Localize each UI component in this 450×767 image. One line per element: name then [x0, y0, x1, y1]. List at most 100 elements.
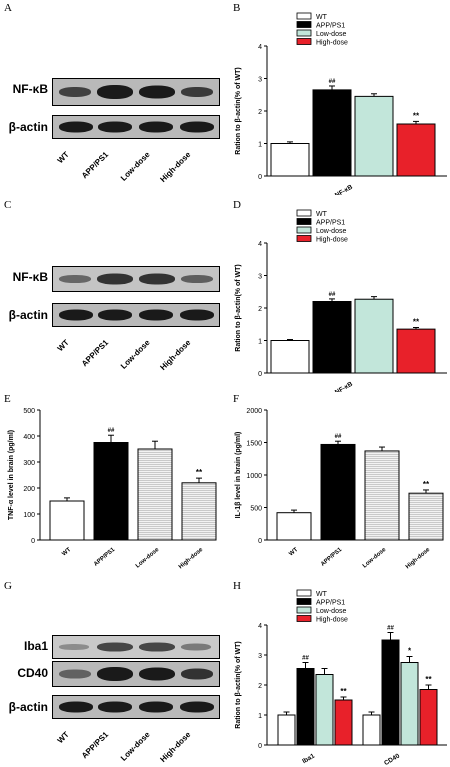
legend-label-high-dose: High-dose [316, 40, 348, 47]
legend-swatch-low-dose [296, 29, 312, 37]
blot-band [59, 87, 91, 97]
panel-letter-g: G [4, 580, 12, 592]
blot-band [97, 667, 133, 681]
legend-label-wt: WT [316, 14, 328, 21]
y-tick-label: 500 [23, 408, 35, 415]
legend-label-high-dose: High-dose [316, 617, 348, 624]
y-tick-label: 0 [258, 538, 262, 545]
bar-low-dose [137, 448, 173, 541]
blot-strip-nfkb [52, 266, 220, 292]
y-tick-label: 200 [23, 486, 35, 493]
x-tick-label-nf-b: NF-κB [334, 381, 354, 392]
bar-chart-d: 0 1 2 3 4 Ration to β-actin(% of WT) ## ** NF-κB… [235, 209, 447, 392]
panel-letter-d: D [233, 199, 241, 211]
blot-band [97, 642, 133, 652]
y-tick-label: 300 [23, 460, 35, 467]
blot-band [181, 643, 211, 651]
significance-hash: ## [387, 626, 394, 632]
panel-letter-e: E [4, 393, 11, 405]
blot-strip-nfkb [52, 78, 220, 106]
y-axis-title: Ration to β-actin(% of WT) [235, 641, 242, 728]
y-tick-label: 1 [258, 713, 262, 720]
significance-star: * [408, 647, 412, 656]
bar-app-ps1-nf-b [312, 301, 352, 374]
significance-star: ** [425, 675, 432, 684]
bar-low-dose-cd40 [400, 662, 419, 746]
bar-high-dose-iba1 [334, 699, 353, 746]
significance-hash: ## [302, 656, 309, 662]
blot-label-actin: β-actin [8, 700, 48, 714]
panel-letter-a: A [4, 2, 12, 14]
blot-strip-iba1 [52, 635, 220, 659]
y-tick-label: 0 [258, 743, 262, 750]
blot-band [59, 644, 89, 650]
blot-band [139, 85, 175, 99]
legend-label-low-dose: Low-dose [316, 31, 346, 38]
blot-band [139, 121, 173, 133]
x-tick-label-cd40: CD40 [383, 752, 401, 767]
bar-app-ps1-cd40 [381, 639, 400, 746]
panel-letter-h: H [233, 580, 241, 592]
blot-band [98, 309, 132, 321]
y-axis-title: Ration to β-actin(% of WT) [235, 67, 242, 154]
y-axis-title: TNF-α level in brain (pg/ml) [8, 430, 15, 520]
blot-strip-actin [52, 695, 220, 719]
y-tick-label: 1 [258, 142, 262, 149]
legend-swatch-wt [296, 589, 312, 597]
bar-low-dose-nf-b [354, 95, 394, 177]
blot-band [97, 85, 133, 99]
blot-band [180, 701, 214, 713]
bar-chart-b: 0 1 2 3 4 Ration to β-actin(% of WT) ## ** NF-κB… [235, 12, 447, 195]
blot-strip-actin [52, 303, 220, 327]
significance-star: ** [196, 468, 203, 477]
lane-label-high-dose: High-dose [158, 730, 193, 765]
blot-label-actin: β-actin [8, 120, 48, 134]
lane-label-low-dose: Low-dose [118, 150, 152, 183]
blot-band [59, 701, 93, 713]
x-tick-label-high-dose: High-dose [405, 547, 432, 571]
y-tick-label: 100 [23, 512, 35, 519]
bar-wt-nf-b [270, 143, 310, 177]
legend-label-app-ps1: APP/PS1 [316, 220, 345, 227]
y-tick-label: 3 [258, 77, 262, 84]
lane-label-low-dose: Low-dose [118, 730, 152, 763]
blot-label-nfkb: NF-κB [12, 82, 48, 96]
x-tick-label-wt: WT [61, 547, 72, 558]
y-tick-label: 4 [258, 44, 262, 51]
bar-app-ps1 [320, 443, 356, 541]
x-tick-label-low-dose: Low-dose [135, 547, 161, 570]
y-tick-label: 2000 [246, 408, 262, 415]
lane-label-high-dose: High-dose [158, 150, 193, 185]
legend-swatch-high-dose [296, 235, 312, 242]
y-tick-label: 4 [258, 241, 262, 248]
blot-band [181, 87, 213, 97]
y-tick-label: 0 [31, 538, 35, 545]
y-tick-label: 0 [258, 174, 262, 181]
bar-chart-h: 0 1 2 3 4 Ration to β-actin(% of WT) ## ** Iba1 #… [235, 589, 447, 767]
lane-label-high-dose: High-dose [158, 338, 193, 373]
legend-label-wt: WT [316, 591, 328, 598]
y-axis-title: IL-1β level in brain (pg/ml) [235, 432, 242, 519]
blot-band [59, 669, 91, 679]
x-tick-label-nf-b: NF-κB [334, 184, 354, 195]
legend-label-app-ps1: APP/PS1 [316, 23, 345, 30]
legend-swatch-wt [296, 12, 312, 20]
blot-band [139, 701, 173, 713]
bar-high-dose [408, 492, 444, 541]
x-tick-label-iba1: Iba1 [301, 752, 316, 765]
lane-label-low-dose: Low-dose [118, 338, 152, 371]
blot-band [180, 309, 214, 321]
bar-high-dose-cd40 [419, 689, 438, 746]
lane-label-wt: WT [55, 338, 71, 354]
legend-label-high-dose: High-dose [316, 237, 348, 244]
bar-chart-f: 0 500 1000 1500 2000 IL-1β level in brain (pg… [235, 408, 444, 571]
panel-letter-f: F [233, 393, 240, 405]
y-tick-label: 500 [250, 506, 262, 513]
panel-letter-b: B [233, 2, 241, 14]
blot-band [59, 275, 91, 283]
significance-hash: ## [335, 434, 342, 440]
bar-wt-cd40 [362, 714, 381, 746]
bar-low-dose [364, 450, 400, 541]
y-tick-label: 3 [258, 653, 262, 660]
blot-label-actin: β-actin [8, 308, 48, 322]
